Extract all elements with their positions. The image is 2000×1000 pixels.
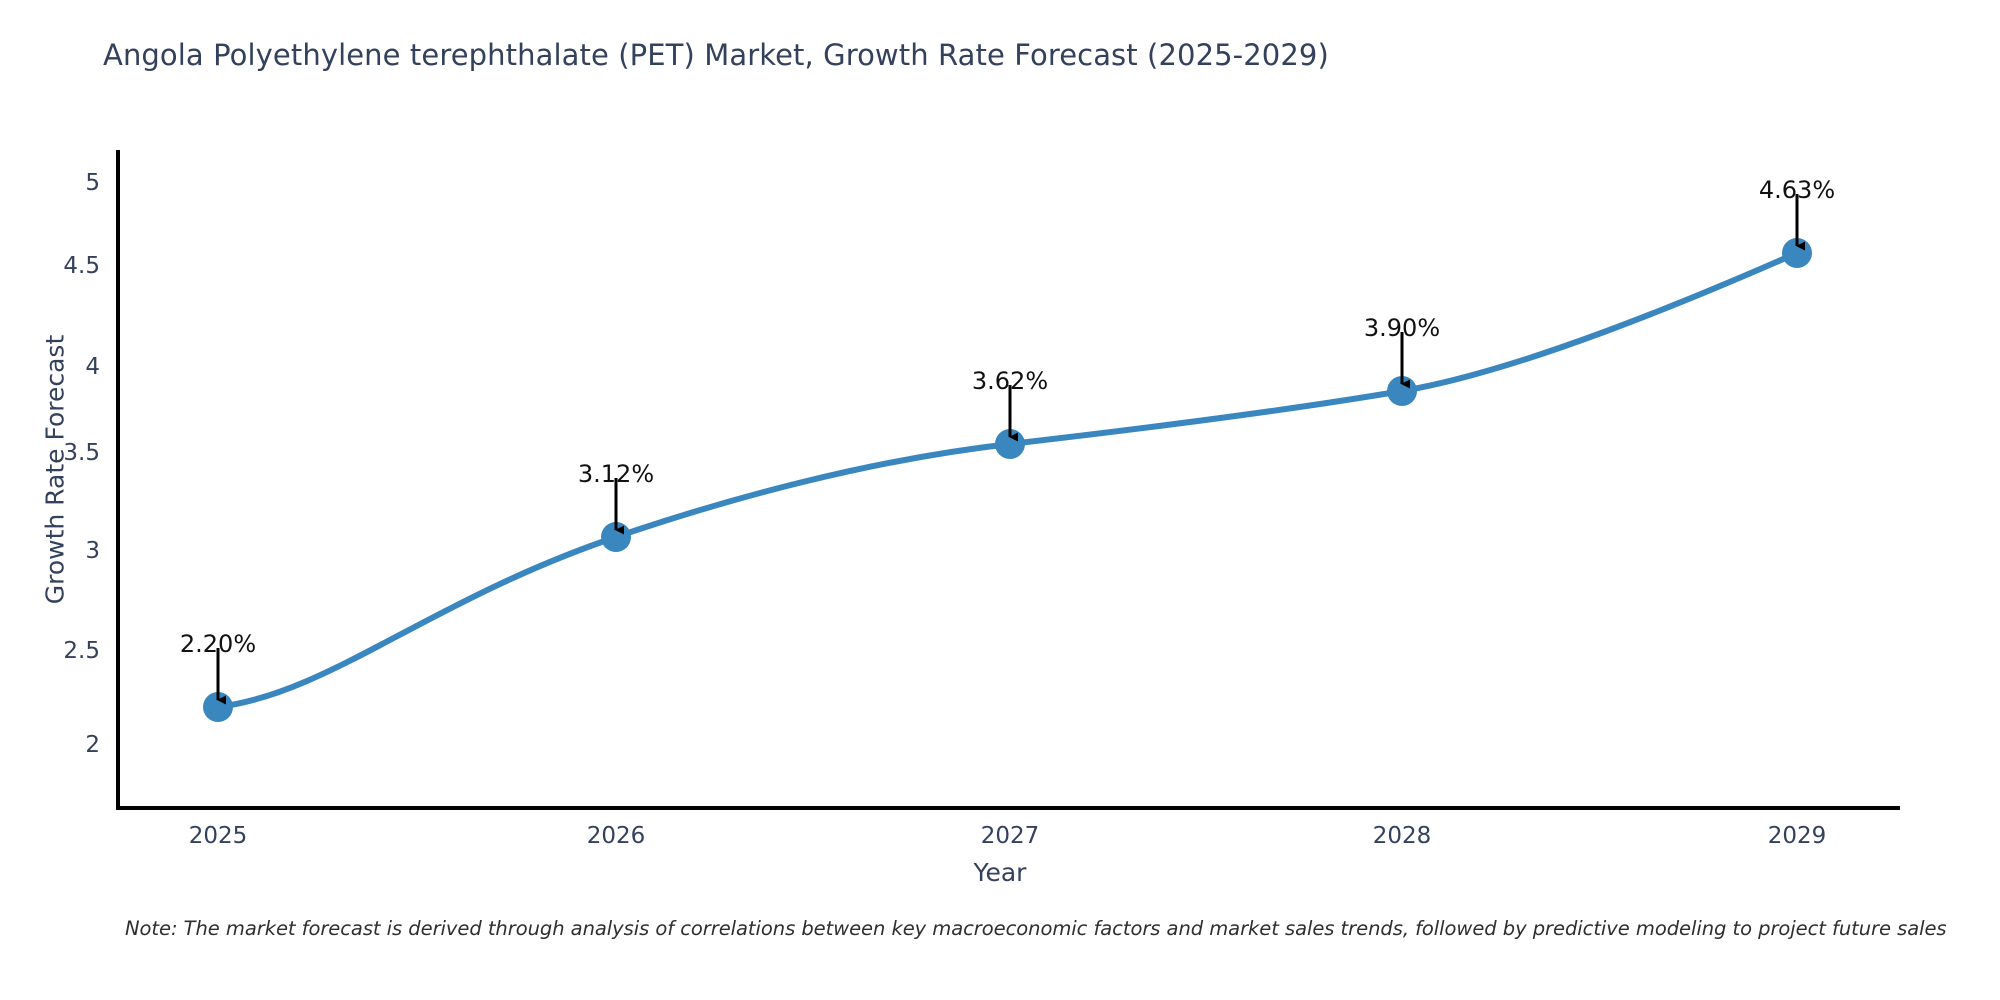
data-line-growth-rate-forecast — [215, 250, 1800, 710]
y-tick-label: 2 — [85, 732, 100, 758]
point-label-2028: 3.90% — [1363, 314, 1441, 342]
y-tick-label: 4.5 — [63, 253, 100, 279]
x-tick-label-2027: 2027 — [980, 823, 1040, 849]
point-label-2029: 4.63% — [1758, 176, 1836, 204]
y-tick-label: 3.5 — [63, 440, 100, 466]
y-tick-label: 5 — [85, 170, 100, 196]
x-tick-label-2025: 2025 — [188, 823, 248, 849]
x-axis-title: Year — [973, 858, 1027, 887]
chart-footnote: Note: The market forecast is derived thr… — [125, 917, 1947, 940]
point-label-2025: 2.20% — [179, 630, 257, 658]
x-tick-label-2028: 2028 — [1372, 823, 1432, 849]
y-axis-title: Growth Rate Forecast — [40, 334, 70, 605]
point-label-2027: 3.62% — [971, 367, 1049, 395]
x-tick-label-2029: 2029 — [1767, 823, 1827, 849]
x-tick-label-2026: 2026 — [586, 823, 646, 849]
point-label-2026: 3.12% — [577, 460, 655, 488]
y-tick-label: 2.5 — [63, 638, 100, 664]
chart-title: Angola Polyethylene terephthalate (PET) … — [103, 38, 1329, 72]
y-tick-label: 4 — [85, 354, 100, 380]
y-tick-label: 3 — [85, 538, 100, 564]
